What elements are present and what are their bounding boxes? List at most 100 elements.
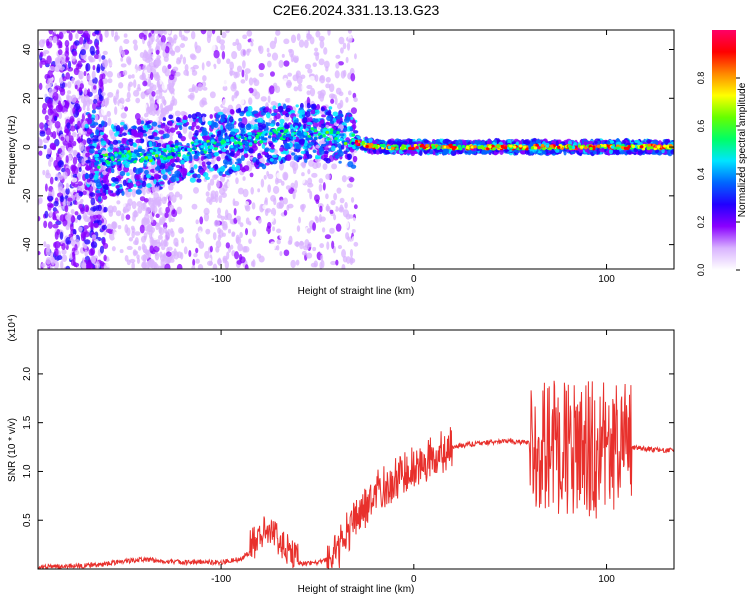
heatmap-cell [244, 264, 249, 269]
heatmap-cell [246, 112, 253, 117]
heatmap-cell [346, 83, 352, 89]
heatmap-cell [153, 263, 159, 269]
heatmap-cell [115, 185, 120, 189]
heatmap-cell [144, 250, 151, 255]
heatmap-cell [65, 155, 69, 164]
heatmap-cell [66, 94, 70, 101]
heatmap-cell [140, 91, 146, 100]
heatmap-cell [50, 256, 56, 266]
heatmap-cell [314, 156, 321, 160]
heatmap-cell [206, 161, 212, 166]
heatmap-cell [126, 172, 130, 177]
heatmap-cell [518, 140, 523, 145]
heatmap-cell [212, 231, 217, 241]
heatmap-cell [256, 253, 262, 259]
heatmap-cell [65, 72, 71, 80]
heatmap-cell [349, 126, 354, 132]
heatmap-cell [195, 219, 199, 225]
heatmap-cell [239, 201, 246, 206]
heatmap-cell [201, 129, 208, 137]
heatmap-cell [230, 151, 235, 158]
heatmap-cell [107, 167, 112, 174]
heatmap-cell [70, 30, 76, 33]
heatmap-cell [118, 82, 124, 89]
heatmap-cell [291, 152, 296, 156]
heatmap-cell [209, 91, 216, 99]
heatmap-cell [318, 213, 322, 223]
heatmap-cell [85, 159, 91, 164]
heatmap-cell [252, 110, 259, 114]
heatmap-cell [250, 186, 254, 195]
heatmap-cell [423, 139, 429, 144]
heatmap-cell [111, 168, 115, 174]
heatmap-cell [323, 47, 328, 55]
heatmap-cell [267, 95, 271, 104]
heatmap-cell [237, 243, 243, 252]
heatmap-cell [73, 151, 78, 156]
heatmap-cell [98, 53, 102, 63]
heatmap-cell [321, 227, 326, 233]
heatmap-cell [100, 92, 106, 97]
heatmap-cell [322, 163, 328, 171]
heatmap-cell [88, 210, 95, 217]
heatmap-cell [141, 180, 147, 188]
heatmap-cell [87, 117, 93, 125]
heatmap-cell [286, 154, 291, 161]
heatmap-cell [296, 33, 301, 41]
heatmap-cell [373, 148, 377, 155]
heatmap-cell [521, 149, 526, 155]
heatmap-cell [222, 85, 228, 91]
heatmap-cell [281, 53, 285, 58]
heatmap-cell [201, 161, 206, 167]
heatmap-cell [128, 237, 134, 242]
heatmap-cell [132, 39, 138, 45]
heatmap-cell [149, 103, 154, 112]
heatmap-cell [318, 35, 325, 42]
heatmap-cell [94, 30, 100, 35]
heatmap-cell [318, 178, 324, 184]
heatmap-cell [133, 43, 138, 51]
heatmap-cell [52, 211, 56, 220]
heatmap-cell [153, 136, 160, 141]
heatmap-cell [39, 60, 43, 69]
heatmap-cell [345, 96, 349, 103]
heatmap-cell [180, 190, 186, 197]
heatmap-cell [238, 117, 243, 122]
heatmap-cell [188, 131, 193, 140]
heatmap-cell [273, 108, 279, 113]
heatmap-cell [91, 255, 96, 264]
heatmap-cell [276, 178, 283, 184]
heatmap-cell [165, 260, 170, 265]
heatmap-cell [248, 87, 254, 94]
heatmap-cell [220, 165, 226, 172]
heatmap-cell [269, 40, 276, 50]
heatmap-cell [42, 51, 47, 57]
heatmap-cell [225, 30, 230, 34]
heatmap-cell [257, 188, 261, 193]
heatmap-cell [301, 257, 305, 266]
heatmap-cell [161, 83, 168, 91]
heatmap-cell [68, 32, 73, 42]
heatmap-cell [309, 75, 315, 82]
heatmap-cell [69, 253, 73, 260]
heatmap-cell [320, 106, 325, 112]
heatmap-cell [393, 141, 397, 145]
heatmap-cell [186, 172, 191, 177]
heatmap-cell [312, 222, 317, 231]
heatmap-cell [100, 102, 104, 107]
heatmap-cell [170, 175, 177, 183]
heatmap-cell [59, 88, 66, 96]
heatmap-cell [86, 265, 91, 269]
heatmap-cell [255, 198, 260, 205]
heatmap-cell [258, 45, 264, 55]
heatmap-cell [39, 51, 44, 58]
heatmap-cell [47, 204, 52, 211]
heatmap-cell [81, 158, 85, 166]
heatmap-cell [304, 63, 312, 70]
heatmap-cell [98, 94, 103, 100]
heatmap-cell [58, 111, 63, 120]
heatmap-cell [244, 228, 249, 236]
heatmap-cell [59, 231, 64, 240]
heatmap-cell [52, 207, 57, 212]
heatmap-cell [59, 195, 65, 203]
